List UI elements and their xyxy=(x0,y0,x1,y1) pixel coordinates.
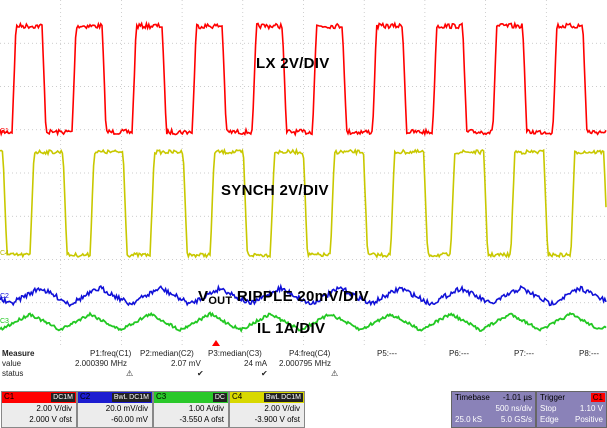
trigger-box[interactable]: Trigger C1 Stop 1.10 V Edge Positive xyxy=(536,391,607,428)
vout-annotation: VOUT RIPPLE 20mV/DIV xyxy=(198,288,369,307)
channel-scale: 2.00 V/div xyxy=(36,404,72,413)
c3-marker[interactable]: C3 xyxy=(0,318,9,325)
channel-box-c2[interactable]: C2 BwL DC1M 20.0 mV/div -60.00 mV xyxy=(77,391,153,428)
coupling-badge: BwL DC1M xyxy=(111,393,151,402)
timebase-delay: -1.01 µs xyxy=(502,393,532,402)
channel-label: C2 xyxy=(80,392,91,401)
check-icon: ✔ xyxy=(261,369,268,378)
trigger-type: Edge xyxy=(540,415,559,424)
inductor-current-trace xyxy=(0,311,607,333)
warning-icon: ⚠ xyxy=(331,369,339,378)
vout-subscript: OUT xyxy=(208,295,233,307)
trigger-mode: Stop xyxy=(540,404,557,413)
measure-param-name[interactable]: P1:freq(C1) xyxy=(90,349,132,358)
measure-param-name[interactable]: P5:--- xyxy=(377,349,397,358)
vout-main: V xyxy=(198,288,209,305)
timebase-box[interactable]: Timebase -1.01 µs 500 ns/div 25.0 kS 5.0… xyxy=(451,391,536,428)
lx-trace xyxy=(0,20,607,137)
synch-trace xyxy=(0,147,607,260)
il-annotation: IL 1A/DIV xyxy=(257,320,326,337)
channel-label: C3 xyxy=(156,392,167,401)
scope-display xyxy=(0,0,607,346)
channel-offset: -3.550 A ofst xyxy=(179,415,224,424)
measure-heading: Measure xyxy=(2,349,35,358)
coupling-badge: DC xyxy=(212,393,227,402)
waveform-traces xyxy=(0,20,607,333)
channel-offset: 2.000 V ofst xyxy=(29,415,72,424)
channel-box-c1[interactable]: C1 DC1M 2.00 V/div 2.000 V ofst xyxy=(1,391,77,428)
measure-value: 2.07 mV xyxy=(171,359,201,368)
timebase-label: Timebase xyxy=(455,393,490,402)
channel-box-c3[interactable]: C3 DC 1.00 A/div -3.550 A ofst xyxy=(153,391,229,428)
check-icon: ✔ xyxy=(197,369,204,378)
c1-marker[interactable]: C1 xyxy=(0,128,9,135)
measure-param-name[interactable]: P6:--- xyxy=(449,349,469,358)
trigger-slope: Positive xyxy=(574,415,603,424)
timebase-samples: 25.0 kS xyxy=(455,415,483,424)
channel-offset: -3.900 V ofst xyxy=(254,415,300,424)
measure-param-name[interactable]: P7:--- xyxy=(514,349,534,358)
vout-ripple-trace xyxy=(0,283,607,308)
channel-scale: 20.0 mV/div xyxy=(105,404,148,413)
trigger-label: Trigger xyxy=(540,393,566,402)
measure-row-label-status: status xyxy=(2,369,24,378)
timebase-rate: 5.0 GS/s xyxy=(500,415,532,424)
measure-table: Measure P1:freq(C1) P2:median(C2) P3:med… xyxy=(0,349,607,391)
channel-label: C4 xyxy=(232,392,243,401)
measure-param-name[interactable]: P3:median(C3) xyxy=(208,349,262,358)
measure-param-name[interactable]: P2:median(C2) xyxy=(140,349,194,358)
c2-marker[interactable]: C2 xyxy=(0,293,9,300)
trigger-position-marker[interactable] xyxy=(212,340,220,346)
coupling-badge: BwL DC1M xyxy=(263,393,303,402)
synch-annotation: SYNCH 2V/DIV xyxy=(221,182,329,199)
timebase-per-div: 500 ns/div xyxy=(495,404,532,413)
channel-box-c4[interactable]: C4 BwL DC1M 2.00 V/div -3.900 V ofst xyxy=(229,391,305,428)
lx-annotation: LX 2V/DIV xyxy=(256,55,330,72)
trigger-channel: C1 xyxy=(590,393,605,402)
c4-marker[interactable]: C4 xyxy=(0,250,9,257)
vout-rest: RIPPLE 20mV/DIV xyxy=(232,288,369,305)
channel-offset: -60.00 mV xyxy=(111,415,148,424)
channel-scale: 2.00 V/div xyxy=(264,404,300,413)
coupling-badge: DC1M xyxy=(51,393,75,402)
measure-value: 2.000390 MHz xyxy=(75,359,128,368)
measure-param-name[interactable]: P8:--- xyxy=(579,349,599,358)
trigger-level: 1.10 V xyxy=(579,404,603,413)
measure-value: 2.000795 MHz xyxy=(279,359,332,368)
channel-scale: 1.00 A/div xyxy=(188,404,224,413)
channel-label: C1 xyxy=(4,392,15,401)
measure-row-label-value: value xyxy=(2,359,22,368)
measure-value: 24 mA xyxy=(244,359,268,368)
warning-icon: ⚠ xyxy=(126,369,134,378)
measure-param-name[interactable]: P4:freq(C4) xyxy=(289,349,331,358)
